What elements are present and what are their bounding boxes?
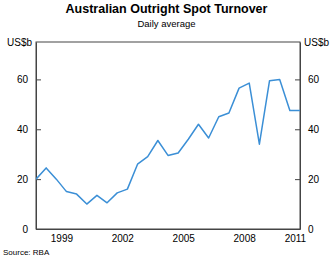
y2-axis: 0 20 40 60: [295, 43, 320, 235]
y-axis-tick-label: 20: [17, 174, 29, 185]
data-line: [36, 79, 300, 204]
y2-axis-tick: 40: [295, 124, 320, 135]
x-tick-label: 2002: [112, 233, 135, 244]
y2-axis-tick-mark: [295, 79, 300, 80]
y-axis-tick-mark: [36, 229, 41, 230]
y-axis-tick: 40: [17, 124, 41, 135]
y-axis-tick: 60: [17, 74, 41, 85]
source: Source: RBA: [3, 248, 50, 257]
plot-frame: [36, 42, 300, 229]
x-tick: 1999: [51, 229, 74, 244]
y-axis-tick-label: 60: [17, 74, 29, 85]
chart: Australian Outright Spot Turnover Daily a…: [0, 0, 333, 258]
axis-line: [37, 229, 301, 230]
plot-area: [36, 79, 300, 204]
axis-line: [300, 43, 301, 230]
y2-axis-tick-label: 40: [308, 124, 320, 135]
y-axis-tick: 20: [17, 174, 41, 185]
y-axis-tick: 0: [22, 224, 41, 235]
axis-line: [36, 43, 37, 230]
y-axis-tick-mark: [36, 129, 41, 130]
x-tick: 2005: [173, 229, 196, 244]
y2-axis-tick-label: 0: [308, 224, 314, 235]
y2-axis-tick-mark: [295, 229, 300, 230]
y-axis-tick-label: 0: [22, 224, 28, 235]
y2-axis-tick: 0: [295, 224, 314, 235]
y2-axis-tick-mark: [295, 129, 300, 130]
subtitle: Daily average: [137, 18, 195, 29]
y2-axis-tick-mark: [295, 179, 300, 180]
x-tick-label: 2011: [285, 233, 307, 244]
x-axis: 1999 2002 2005 2008 2011: [37, 229, 307, 244]
x-tick-label: 1999: [51, 233, 74, 244]
x-tick-label: 2008: [234, 233, 257, 244]
y-axis-tick-label: 40: [17, 124, 29, 135]
y2-axis-tick-label: 60: [308, 74, 320, 85]
y-label: US$b: [7, 37, 32, 48]
x-tick: 2002: [112, 229, 135, 244]
y-axis-tick-mark: [36, 79, 41, 80]
x-tick: 2011: [285, 229, 307, 244]
y2-axis-tick: 20: [295, 174, 320, 185]
y-axis: 0 20 40 60: [17, 43, 41, 235]
y2-axis-tick-label: 20: [308, 174, 320, 185]
x-tick-label: 2005: [173, 233, 196, 244]
y2-label: US$b: [304, 37, 329, 48]
y2-axis-tick: 60: [295, 74, 320, 85]
x-tick: 2008: [234, 229, 257, 244]
title: Australian Outright Spot Turnover: [66, 2, 268, 16]
